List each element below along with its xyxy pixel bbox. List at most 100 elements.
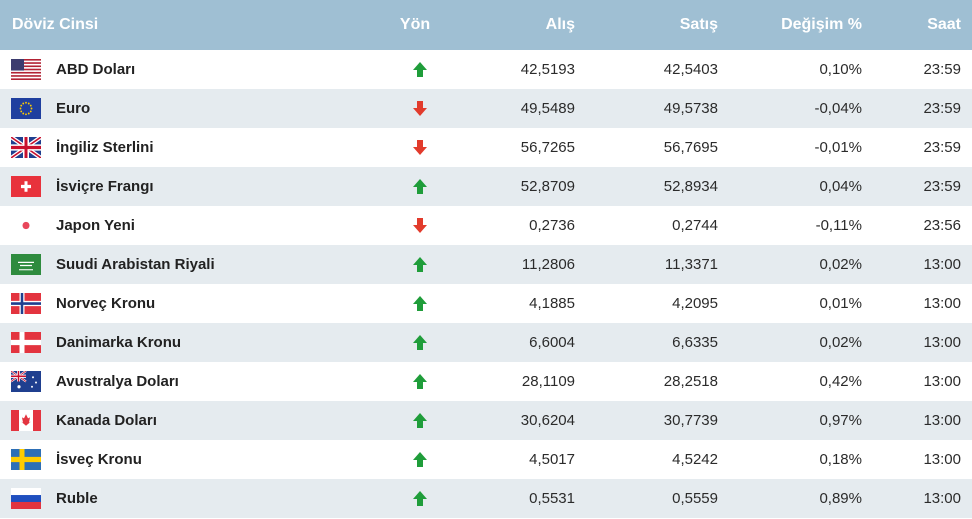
flag-icon <box>11 449 41 470</box>
table-row: ABD Doları 42,5193 42,5403 0,10% 23:59 <box>0 50 972 89</box>
table-row: İsviçre Frangı 52,8709 52,8934 0,04% 23:59 <box>0 167 972 206</box>
update-time: 23:59 <box>923 61 961 78</box>
sell-rate: 56,7695 <box>663 139 718 156</box>
currency-name: Suudi Arabistan Riyali <box>56 256 215 273</box>
change-percent: 0,89% <box>819 490 862 507</box>
sell-rate: 0,5559 <box>672 490 718 507</box>
sell-rate: 11,3371 <box>664 256 718 273</box>
table-header: Döviz Cinsi Yön Alış Satış Değişim % Saa… <box>0 0 972 50</box>
column-header: Değişim % <box>781 16 862 33</box>
update-time: 13:00 <box>923 256 961 273</box>
currency-name: ABD Doları <box>56 61 136 78</box>
trend-arrow <box>413 374 427 389</box>
change-percent: 0,02% <box>819 334 862 351</box>
change-percent: -0,04% <box>814 100 862 117</box>
table-row: Japon Yeni 0,2736 0,2744 -0,11% 23:56 <box>0 206 972 245</box>
table-row: Danimarka Kronu 6,6004 6,6335 0,02% 13:00 <box>0 323 972 362</box>
buy-rate: 4,1885 <box>529 295 575 312</box>
currency-name: Norveç Kronu <box>56 295 156 312</box>
flag-icon <box>11 98 41 119</box>
trend-arrow <box>413 101 427 116</box>
buy-rate: 49,5489 <box>520 100 575 117</box>
change-percent: 0,02% <box>819 256 862 273</box>
update-time: 23:59 <box>923 178 961 195</box>
trend-arrow <box>413 218 427 233</box>
column-header: Döviz Cinsi <box>12 16 99 33</box>
trend-arrow <box>413 62 427 77</box>
table-row: İngiliz Sterlini 56,7265 56,7695 -0,01% 23:5… <box>0 128 972 167</box>
buy-rate: 4,5017 <box>529 451 575 468</box>
update-time: 13:00 <box>923 412 961 429</box>
flag-icon <box>11 371 41 392</box>
buy-rate: 0,2736 <box>529 217 575 234</box>
flag-icon <box>11 410 41 431</box>
update-time: 13:00 <box>923 334 961 351</box>
buy-rate: 11,2806 <box>521 256 575 273</box>
change-percent: -0,11% <box>815 217 862 234</box>
column-header: Yön <box>399 16 431 33</box>
update-time: 23:56 <box>923 217 961 234</box>
update-time: 23:59 <box>923 100 961 117</box>
sell-rate: 4,5242 <box>672 451 718 468</box>
trend-arrow <box>413 452 427 467</box>
change-percent: 0,01% <box>819 295 862 312</box>
table-row: Suudi Arabistan Riyali 11,2806 11,3371 0,02… <box>0 245 972 284</box>
currency-name: Ruble <box>56 490 98 507</box>
column-header: Satış <box>679 16 718 33</box>
sell-rate: 30,7739 <box>663 412 718 429</box>
table-row: Avustralya Doları 28,1109 28,2518 0,42% 13:0… <box>0 362 972 401</box>
change-percent: 0,10% <box>819 61 862 78</box>
column-header: Alış <box>545 16 575 33</box>
table-row: İsveç Kronu 4,5017 4,5242 0,18% 13:00 <box>0 440 972 479</box>
currency-name: Avustralya Doları <box>56 373 179 390</box>
flag-icon <box>11 293 41 314</box>
flag-icon <box>11 137 41 158</box>
buy-rate: 56,7265 <box>520 139 575 156</box>
buy-rate: 52,8709 <box>520 178 575 195</box>
sell-rate: 52,8934 <box>663 178 718 195</box>
currency-name: İsveç Kronu <box>56 451 142 468</box>
sell-rate: 42,5403 <box>663 61 718 78</box>
sell-rate: 6,6335 <box>672 334 718 351</box>
flag-icon <box>11 488 41 509</box>
flag-icon <box>11 176 41 197</box>
flag-icon <box>11 215 41 236</box>
currency-name: Euro <box>56 100 91 117</box>
sell-rate: 28,2518 <box>663 373 718 390</box>
buy-rate: 28,1109 <box>521 373 575 390</box>
table-row: Kanada Doları 30,6204 30,7739 0,97% 13:00 <box>0 401 972 440</box>
buy-rate: 30,6204 <box>520 412 575 429</box>
flag-icon <box>11 332 41 353</box>
sell-rate: 4,2095 <box>672 295 718 312</box>
flag-icon <box>11 254 41 275</box>
currency-name: İsviçre Frangı <box>56 178 154 195</box>
update-time: 13:00 <box>923 490 961 507</box>
update-time: 13:00 <box>923 451 961 468</box>
currency-name: Danimarka Kronu <box>56 334 182 351</box>
change-percent: 0,04% <box>819 178 862 195</box>
buy-rate: 6,6004 <box>529 334 575 351</box>
change-percent: -0,01% <box>814 139 862 156</box>
table-row: Ruble 0,5531 0,5559 0,89% 13:00 <box>0 479 972 518</box>
trend-arrow <box>413 296 427 311</box>
trend-arrow <box>413 179 427 194</box>
buy-rate: 0,5531 <box>529 490 575 507</box>
update-time: 13:00 <box>923 295 961 312</box>
change-percent: 0,18% <box>819 451 862 468</box>
currency-name: Kanada Doları <box>56 412 157 429</box>
sell-rate: 49,5738 <box>663 100 718 117</box>
flag-icon <box>11 59 41 80</box>
currency-name: İngiliz Sterlini <box>56 139 154 156</box>
update-time: 13:00 <box>923 373 961 390</box>
trend-arrow <box>413 257 427 272</box>
trend-arrow <box>413 140 427 155</box>
table-row: Norveç Kronu 4,1885 4,2095 0,01% 13:00 <box>0 284 972 323</box>
sell-rate: 0,2744 <box>672 217 718 234</box>
buy-rate: 42,5193 <box>520 61 575 78</box>
trend-arrow <box>413 335 427 350</box>
trend-arrow <box>413 491 427 506</box>
change-percent: 0,42% <box>819 373 862 390</box>
change-percent: 0,97% <box>819 412 862 429</box>
currency-name: Japon Yeni <box>56 217 135 234</box>
table-row: Euro 49,5489 49,5738 -0,04% 23:59 <box>0 89 972 128</box>
